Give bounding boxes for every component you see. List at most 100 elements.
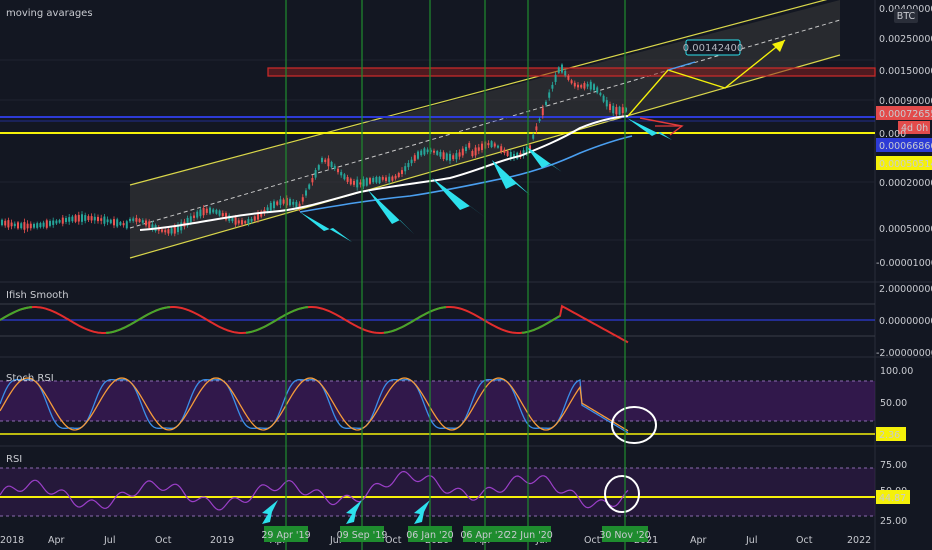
rsi-axis[interactable]: 75.00 50.00 44.87 25.00 (876, 460, 910, 527)
candle-body (209, 207, 211, 214)
price-tick: 0.00150000 (879, 66, 932, 77)
time-tick: Jul (745, 535, 757, 546)
date-marker-label[interactable] (408, 526, 452, 542)
yellow-price-tag[interactable] (876, 156, 932, 170)
candle-body (413, 155, 416, 161)
candle-body (10, 222, 13, 227)
stoch-axis[interactable]: 100.00 50.00 2.36 (876, 366, 913, 441)
target-label-box[interactable] (685, 39, 741, 56)
time-tick: Apr (690, 535, 707, 546)
candle-body (529, 145, 531, 152)
blue-moving-average[interactable] (299, 135, 633, 213)
candle-body (500, 146, 503, 152)
candle-body (609, 104, 611, 111)
rsi-value-tag[interactable] (876, 490, 910, 504)
date-marker-label[interactable] (463, 526, 507, 542)
candle-body (65, 218, 67, 222)
candle-body (180, 222, 183, 231)
candle-body (551, 84, 554, 89)
candle-body (410, 159, 413, 164)
price-axis[interactable]: 0.00400000 BTC 0.00250000 0.00150000 0.0… (876, 4, 932, 269)
currency-label: BTC (897, 11, 916, 22)
red-price-value: 0.00072655 (879, 109, 932, 120)
candle-body (577, 84, 579, 88)
candle-body (439, 151, 442, 157)
candle-body (337, 168, 339, 173)
projection-path[interactable] (627, 39, 786, 117)
candle-body (244, 221, 247, 224)
ifish-tick: 2.00000000 (879, 284, 932, 295)
candle-body (324, 159, 327, 162)
candle-body (593, 84, 595, 91)
date-marker-text: 29 Apr '19 (261, 530, 310, 541)
candle-body (273, 201, 275, 209)
date-marker-lines (285, 0, 626, 550)
candle-body (554, 74, 557, 82)
candle-body (605, 100, 608, 107)
candle-body (289, 199, 291, 206)
candle-body (580, 85, 583, 88)
time-tick: 2022 (847, 535, 871, 546)
candle-body (477, 147, 480, 151)
red-price-tag[interactable] (876, 106, 932, 120)
candle-body (458, 152, 461, 157)
rsi-line[interactable] (0, 470, 629, 511)
candle-body (596, 87, 599, 93)
candle-body (349, 178, 352, 185)
candle-body (394, 175, 397, 179)
stoch-d-line[interactable] (0, 377, 629, 432)
candle-body (7, 220, 10, 228)
candle-body (266, 207, 269, 211)
candle-body (257, 213, 259, 220)
candle-body (426, 149, 429, 153)
candle-body (269, 202, 272, 211)
candle-body (391, 176, 394, 181)
candle-body (122, 223, 125, 226)
candle-body (87, 216, 90, 221)
candle-body (401, 170, 403, 175)
currency-badge[interactable] (894, 9, 918, 23)
candle-body (68, 217, 71, 222)
candle-body (225, 213, 227, 220)
candle-body (506, 150, 509, 156)
date-marker-label[interactable] (507, 526, 551, 542)
resistance-zone[interactable] (267, 67, 876, 77)
candle-body (212, 209, 215, 213)
candle-body (55, 220, 58, 224)
candle-body (33, 223, 35, 228)
candle-body (292, 201, 295, 205)
white-moving-average[interactable] (139, 115, 629, 231)
candle-body (317, 165, 320, 170)
candle-body (602, 95, 605, 102)
candle-body (285, 197, 288, 206)
candle-body (167, 229, 170, 234)
time-axis[interactable]: 2018 Apr Jul Oct 2019 Apr Jul Oct 2020 A… (0, 526, 871, 546)
date-marker-label[interactable] (340, 526, 384, 542)
ifish-tick: 0.00000000 (879, 316, 932, 327)
candle-body (397, 172, 400, 177)
rsi-pane[interactable] (0, 467, 875, 524)
ifish-axis[interactable]: 2.00000000 0.00000000 -2.00000000 (876, 284, 932, 359)
red-price-countdown: 4d 0h (901, 123, 928, 134)
candle-body (618, 106, 621, 115)
candle-body (375, 176, 378, 183)
ifish-pane[interactable] (0, 303, 875, 344)
candle-body (493, 143, 496, 147)
candle-body (247, 219, 250, 224)
ifish-green-line[interactable] (0, 306, 561, 334)
candle-body (481, 143, 483, 150)
candle-body (442, 152, 445, 160)
date-marker-label[interactable] (264, 526, 308, 542)
main-pane-title: moving avarages (6, 8, 93, 19)
stoch-k-line[interactable] (0, 379, 629, 434)
stoch-pane[interactable] (0, 377, 875, 444)
stoch-value-tag[interactable] (876, 427, 906, 441)
candle-body (359, 182, 362, 185)
date-marker-label[interactable] (602, 526, 648, 542)
date-marker-text: 22 Jun '20 (505, 530, 553, 541)
candle-body (308, 184, 311, 189)
candle-body (164, 230, 167, 233)
date-marker-text: 06 Jan '20 (406, 530, 453, 541)
blue-price-tag[interactable] (876, 138, 932, 152)
